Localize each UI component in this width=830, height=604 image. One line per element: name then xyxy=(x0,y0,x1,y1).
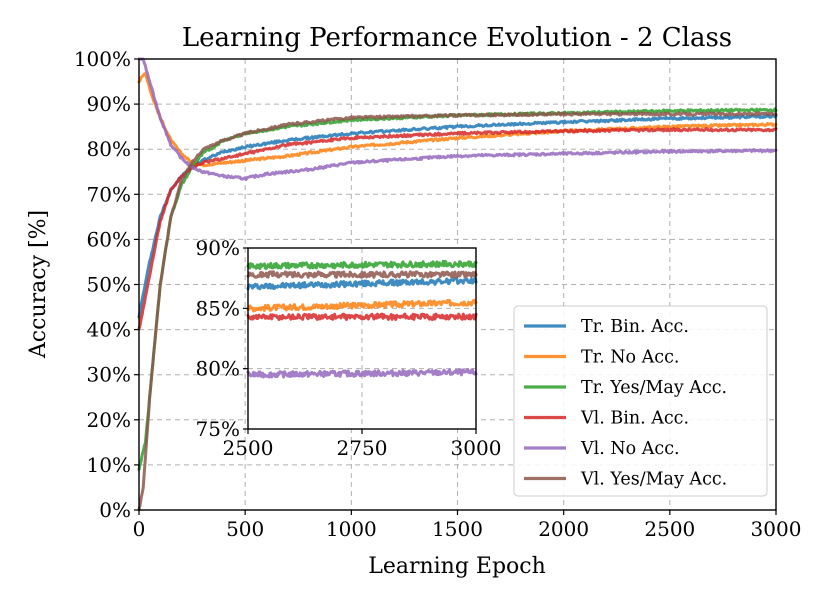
inset-y-tick-label: 85% xyxy=(196,296,240,320)
inset-series-vl-bin-acc xyxy=(246,312,478,321)
main-series-vl-bin-acc xyxy=(137,127,778,331)
main-y-tick-label: 90% xyxy=(87,92,131,116)
inset-series-vl-yes-may-acc xyxy=(246,270,478,279)
inset-y-tick-label: 80% xyxy=(196,357,240,381)
main-x-tick-label: 3000 xyxy=(751,517,802,541)
inset-series-vl-no-acc xyxy=(246,368,478,379)
main-x-tick-label: 2500 xyxy=(644,517,695,541)
legend-label-tr-no-acc: Tr. No Acc. xyxy=(581,348,679,368)
main-x-tick-label: 0 xyxy=(133,517,146,541)
inset-series-tr-yes-may-acc xyxy=(246,259,478,271)
main-y-tick-label: 60% xyxy=(87,227,131,251)
main-axis-ticks: 0 500 1000 1500 2000 2500 3000 0% 10% 20% 30% 40% 50… xyxy=(74,47,802,541)
legend-label-vl-no-acc: Vl. No Acc. xyxy=(580,439,680,459)
inset-axis-ticks: 2500 2750 3000 75% 80% 85% 90% xyxy=(196,236,502,460)
main-series-vl-no-acc xyxy=(137,57,778,181)
main-y-tick-label: 10% xyxy=(87,453,131,477)
chart-title: Learning Performance Evolution - 2 Class xyxy=(182,23,732,53)
main-y-tick-label: 50% xyxy=(87,273,131,297)
inset-y-tick-label: 90% xyxy=(196,236,240,260)
legend-box xyxy=(513,305,768,497)
main-y-tick-label: 80% xyxy=(87,137,131,161)
main-x-tick-label: 2000 xyxy=(538,517,589,541)
main-y-tick-label: 20% xyxy=(87,408,131,432)
inset-series-tr-bin-acc xyxy=(246,276,478,291)
legend: Tr. Bin. Acc. Tr. No Acc. Tr. Yes/May Acc.… xyxy=(513,305,768,497)
main-y-tick-label: 70% xyxy=(87,182,131,206)
main-x-tick-label: 500 xyxy=(226,517,264,541)
main-y-tick-label: 30% xyxy=(87,363,131,387)
legend-label-tr-bin-acc: Tr. Bin. Acc. xyxy=(581,317,689,337)
x-axis-label: Learning Epoch xyxy=(368,554,546,579)
main-series-tr-no-acc xyxy=(137,72,778,168)
main-x-tick-label: 1000 xyxy=(326,517,377,541)
inset-series-group xyxy=(246,259,478,379)
main-series-vl-yes-may-acc xyxy=(137,111,778,512)
main-y-tick-label: 0% xyxy=(99,498,131,522)
legend-label-vl-bin-acc: Vl. Bin. Acc. xyxy=(580,409,689,429)
inset-x-tick-label: 2500 xyxy=(223,436,274,460)
inset-x-tick-label: 2750 xyxy=(337,436,388,460)
main-x-tick-label: 1500 xyxy=(432,517,483,541)
inset-series-tr-no-acc xyxy=(246,298,478,313)
main-series-group xyxy=(137,57,778,512)
legend-label-tr-yes-may-acc: Tr. Yes/May Acc. xyxy=(581,378,727,398)
main-y-tick-label: 40% xyxy=(87,318,131,342)
inset-y-tick-label: 75% xyxy=(196,417,240,441)
main-series-tr-bin-acc xyxy=(137,113,778,319)
legend-label-vl-yes-may-acc: Vl. Yes/May Acc. xyxy=(580,470,727,490)
inset-plot: 2500 2750 3000 75% 80% 85% 90% xyxy=(196,236,502,460)
inset-x-tick-label: 3000 xyxy=(451,436,502,460)
main-y-tick-label: 100% xyxy=(74,47,131,71)
y-axis-label: Accuracy [%] xyxy=(26,210,51,359)
